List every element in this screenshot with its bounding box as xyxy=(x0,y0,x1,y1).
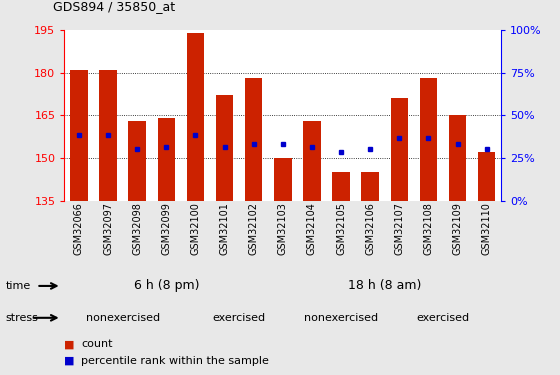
Bar xyxy=(303,121,321,201)
Bar xyxy=(449,116,466,201)
Text: exercised: exercised xyxy=(417,313,469,323)
Text: ■: ■ xyxy=(64,339,75,349)
Bar xyxy=(245,78,263,201)
Bar xyxy=(419,78,437,201)
Text: count: count xyxy=(81,339,113,349)
Text: 6 h (8 pm): 6 h (8 pm) xyxy=(134,279,199,292)
Text: GDS894 / 35850_at: GDS894 / 35850_at xyxy=(53,0,175,13)
Bar xyxy=(99,70,117,201)
Bar xyxy=(478,152,496,201)
Text: time: time xyxy=(6,281,31,291)
Bar xyxy=(361,172,379,201)
Text: stress: stress xyxy=(6,313,39,323)
Bar xyxy=(186,33,204,201)
Text: nonexercised: nonexercised xyxy=(86,313,160,323)
Text: 18 h (8 am): 18 h (8 am) xyxy=(348,279,422,292)
Bar xyxy=(128,121,146,201)
Bar xyxy=(157,118,175,201)
Text: percentile rank within the sample: percentile rank within the sample xyxy=(81,356,269,366)
Bar xyxy=(274,158,292,201)
Bar xyxy=(390,98,408,201)
Text: exercised: exercised xyxy=(213,313,265,323)
Bar xyxy=(216,95,234,201)
Text: nonexercised: nonexercised xyxy=(304,313,378,323)
Text: ■: ■ xyxy=(64,356,75,366)
Bar xyxy=(332,172,350,201)
Bar xyxy=(70,70,88,201)
